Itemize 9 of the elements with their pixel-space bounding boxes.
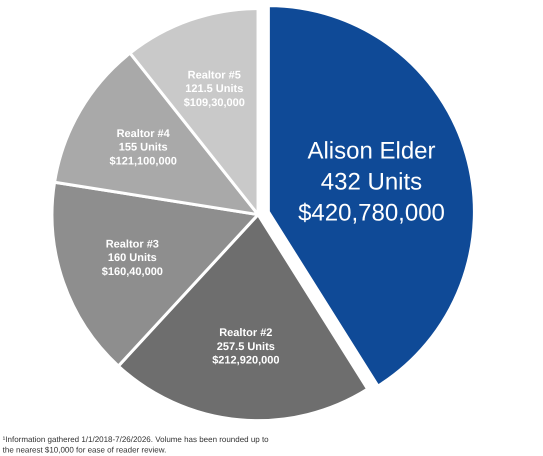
slice-label: Realtor #2 <box>219 326 272 339</box>
slice-label: Realtor #3 <box>106 238 159 250</box>
text: ¹Information gathered 1/1/2018-7/26/2026. Volume has been rounded up to the nearest $10,000 for ease of reader review. <box>2 434 270 455</box>
data-label: 155 Units $121,100,000 <box>110 142 177 168</box>
data-label: 257.5 Units $212,920,000 <box>212 340 280 367</box>
slice-label: Alison Elder <box>307 137 436 164</box>
slice-label: Realtor #4 <box>116 128 171 140</box>
data-label: 432 Units $420,780,000 <box>298 168 445 227</box>
data-label: 160 Units $160,40,000 <box>102 252 163 278</box>
